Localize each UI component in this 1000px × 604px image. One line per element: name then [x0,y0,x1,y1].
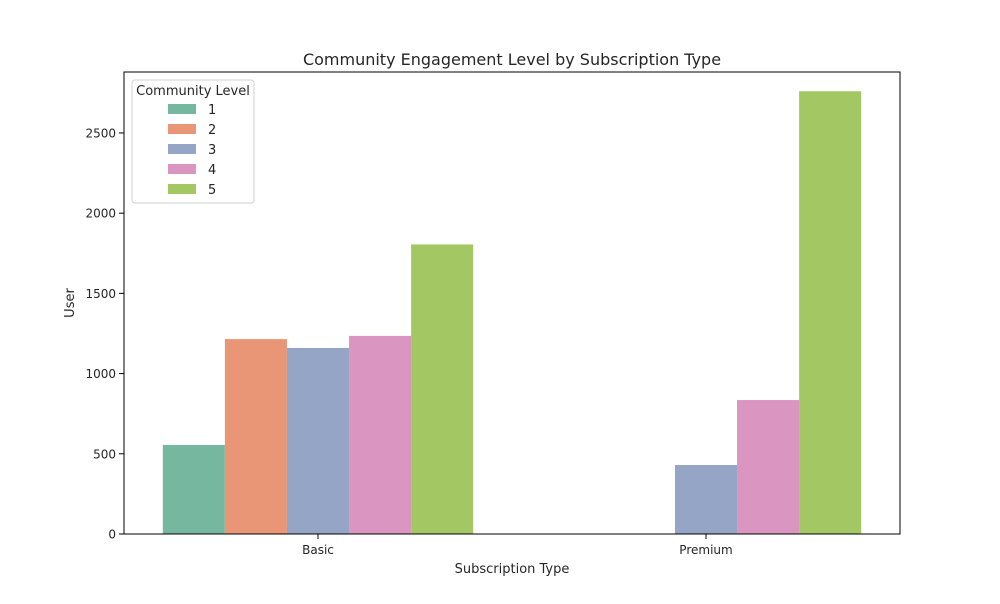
bar-basic-level-4 [349,335,412,534]
x-axis: Basic Premium [302,534,733,557]
y-tick-label: 1500 [85,287,116,301]
x-axis-label: Subscription Type [455,562,570,577]
legend-swatch-2 [168,124,196,134]
y-tick-label: 0 [108,528,116,542]
y-tick-label: 2000 [85,207,116,221]
legend-swatch-5 [168,184,196,194]
legend-swatch-4 [168,164,196,174]
legend: Community Level 1 2 3 4 5 [131,79,255,204]
x-tick-label: Basic [302,543,334,557]
bar-basic-level-5 [411,244,474,534]
legend-label-4: 4 [208,163,216,178]
y-axis: 0 500 1000 1500 2000 2500 [85,126,124,542]
y-tick-label: 2500 [85,126,116,140]
legend-label-1: 1 [208,103,216,118]
y-axis-label: User [63,288,78,318]
legend-label-3: 3 [208,143,216,158]
legend-label-2: 2 [208,123,216,138]
y-tick-label: 500 [93,447,116,461]
legend-swatch-3 [168,144,196,154]
legend-items: 1 2 3 4 5 [168,103,216,198]
bar-premium-level-3 [674,465,738,534]
bars [162,91,862,534]
bar-basic-level-1 [162,444,225,534]
bar-premium-level-4 [737,400,800,534]
legend-frame [131,79,255,204]
plot-frame [123,71,901,535]
legend-swatch-1 [168,104,196,114]
bar-premium-level-5 [799,91,862,534]
bar-basic-level-3 [286,347,350,534]
chart-title: Community Engagement Level by Subscripti… [303,50,721,69]
x-tick-label: Premium [679,543,732,557]
legend-label-5: 5 [208,183,216,198]
legend-title: Community Level [136,84,250,99]
y-tick-label: 1000 [85,367,116,381]
bar-basic-level-2 [224,339,287,534]
